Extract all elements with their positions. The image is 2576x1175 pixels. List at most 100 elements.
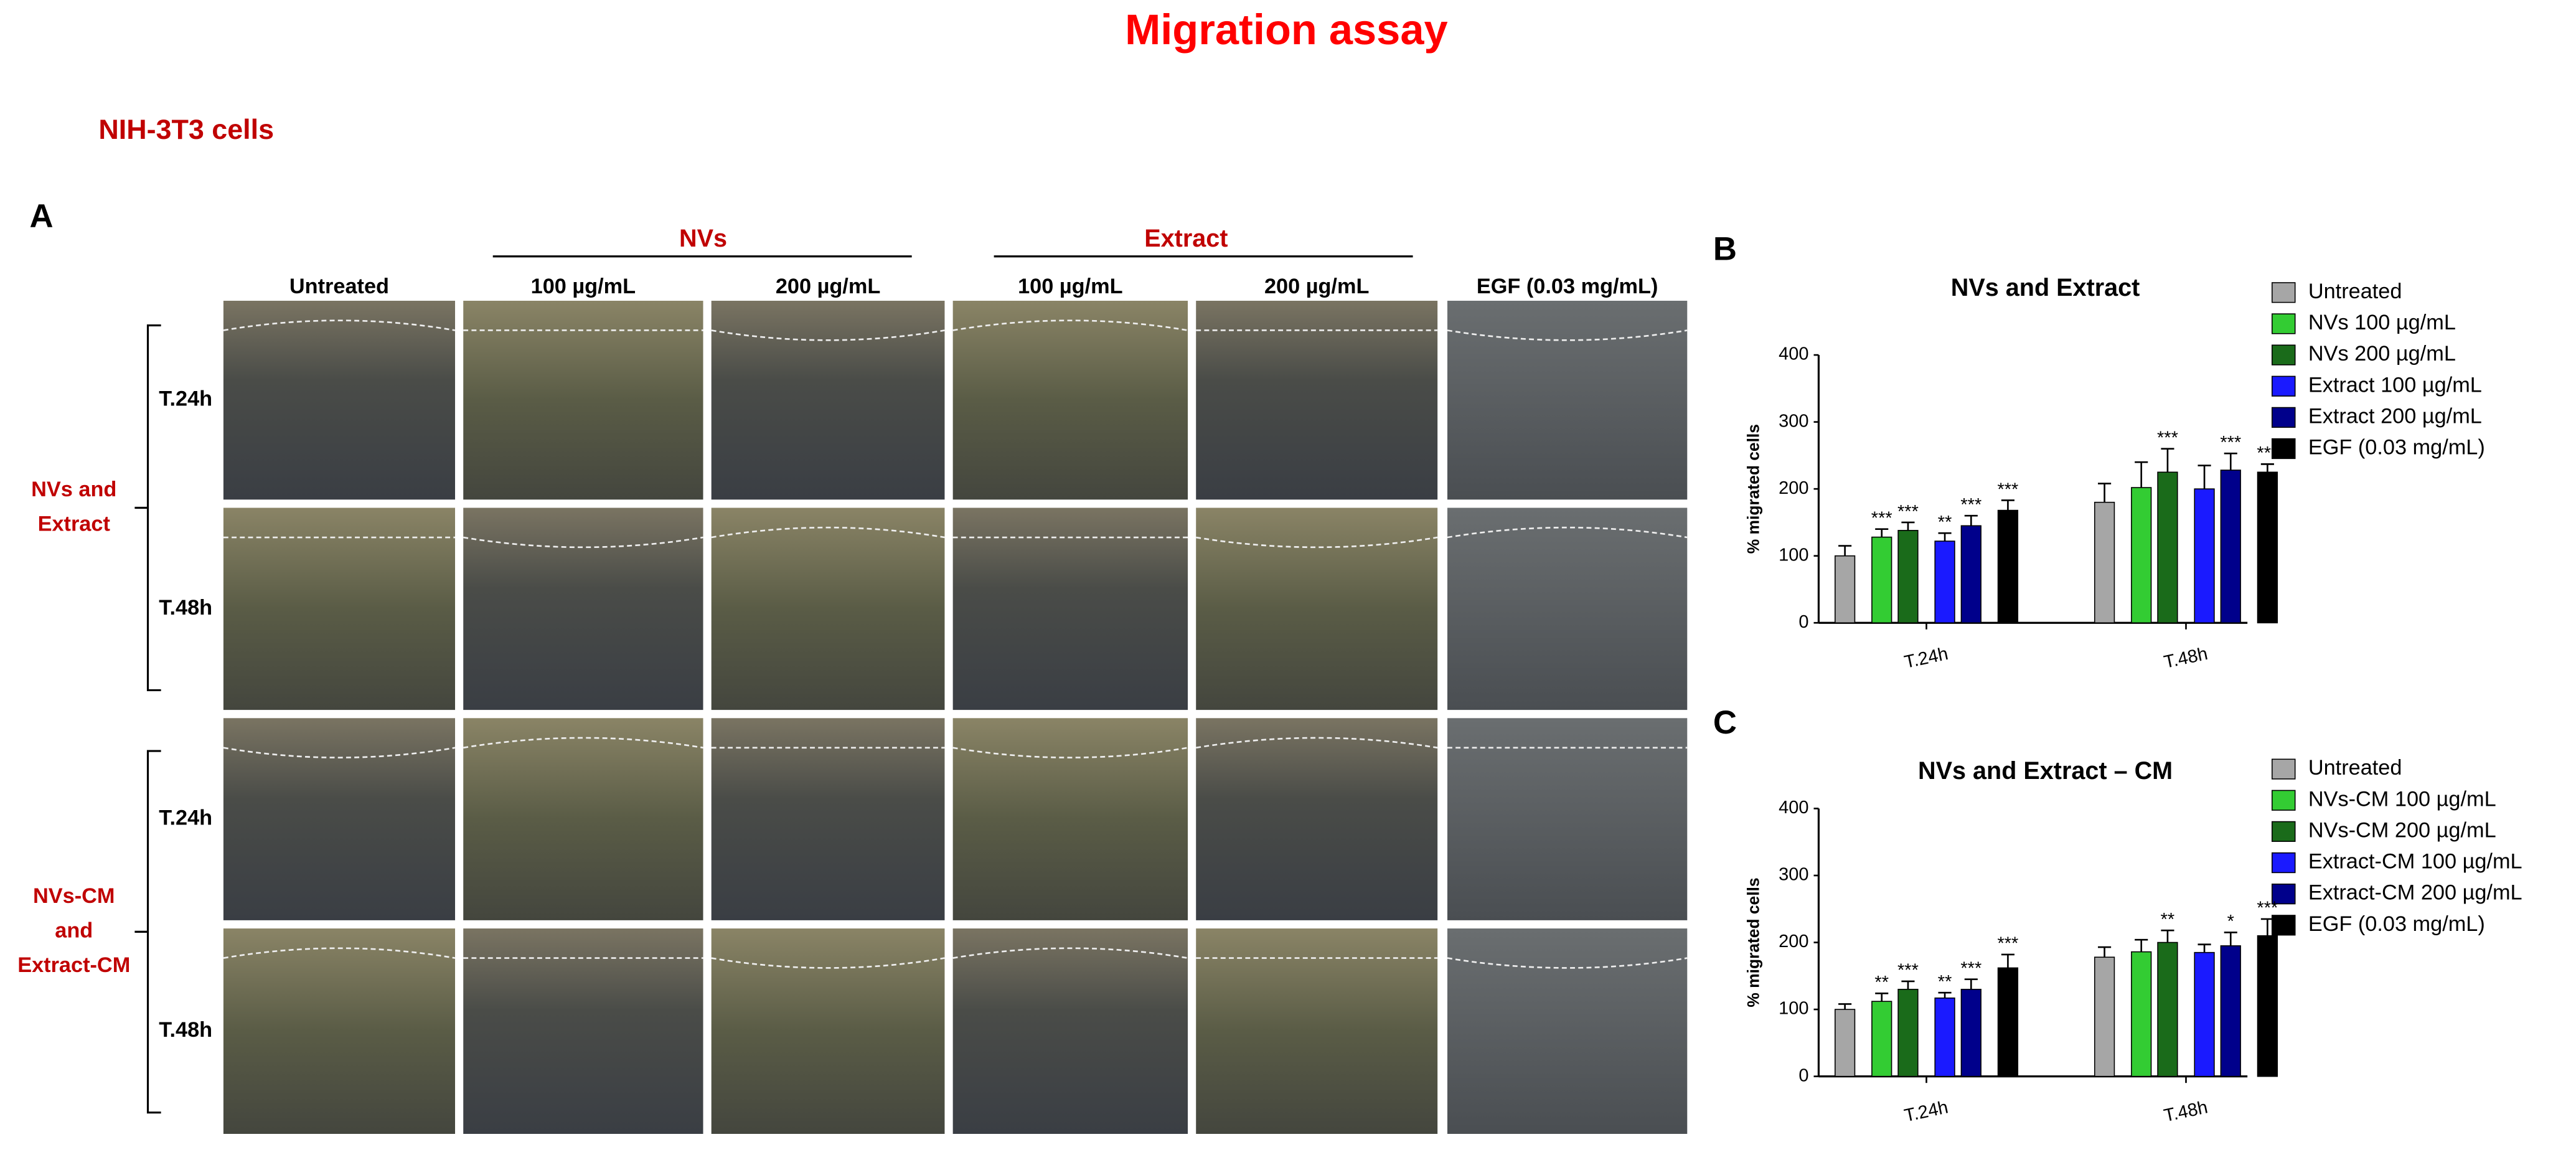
panel-label: A (30, 198, 54, 235)
legend-swatch (2271, 758, 2296, 780)
legend-swatch (2271, 313, 2296, 334)
legend-label: Extract 100 µg/mL (2308, 373, 2482, 397)
row-group-label: and (55, 918, 93, 942)
micrograph (952, 928, 1188, 1134)
row-group-label: Extract-CM (17, 953, 130, 977)
row-label: T.24h (159, 806, 212, 830)
y-tick-label: 0 (1798, 612, 1808, 632)
error-bar (2260, 463, 2274, 473)
row-bracket (134, 324, 161, 692)
column-label: EGF (0.03 mg/mL) (1477, 275, 1658, 298)
x-tick-label: T.24h (1902, 644, 1950, 672)
y-tick-label: 200 (1779, 478, 1808, 498)
row-group-label: NVs and (31, 478, 116, 501)
error-bar (2098, 946, 2112, 958)
bar (1997, 967, 2019, 1077)
legend-label: NVs-CM 100 µg/mL (2308, 787, 2496, 811)
error-bar (2001, 499, 2014, 511)
wound-edge (1196, 737, 1438, 749)
wound-edge (223, 319, 456, 331)
significance: *** (1871, 509, 1892, 529)
significance: ** (1874, 973, 1889, 993)
micrograph (1447, 718, 1688, 920)
legend-swatch (2271, 407, 2296, 428)
micrograph (711, 928, 945, 1134)
legend-label: NVs 200 µg/mL (2308, 342, 2456, 366)
panel-label: B (1713, 231, 1737, 268)
row-bracket (134, 750, 161, 1114)
legend-swatch (2271, 438, 2296, 460)
wound-edge (711, 526, 945, 539)
chart-title: NVs and Extract (1951, 274, 2140, 301)
bar (1835, 1009, 1856, 1077)
legend-swatch (2271, 852, 2296, 874)
legend-swatch (2271, 790, 2296, 811)
y-tick-label: 300 (1779, 865, 1808, 885)
wound-edge (223, 947, 456, 959)
row-label: T.48h (159, 596, 212, 620)
significance: *** (2220, 433, 2241, 453)
bar (1997, 509, 2019, 624)
figure-title: Migration assay (1125, 6, 1448, 54)
bar (2257, 471, 2278, 624)
micrograph (711, 718, 945, 920)
legend-label: Extract 200 µg/mL (2308, 404, 2482, 428)
x-tick-label: T.48h (2162, 1097, 2209, 1126)
error-bar (1964, 978, 1978, 989)
y-tick-label: 100 (1779, 545, 1808, 565)
micrograph (952, 718, 1188, 920)
legend-swatch (2271, 884, 2296, 905)
bar (1897, 530, 1919, 624)
micrograph (711, 300, 945, 500)
bar (1960, 989, 1981, 1077)
micrograph (463, 718, 703, 920)
bar (1871, 1001, 1892, 1077)
error-bar (2198, 943, 2211, 953)
wound-edge (952, 947, 1188, 959)
bar (2194, 951, 2215, 1077)
legend-label: NVs-CM 200 µg/mL (2308, 818, 2496, 842)
micrograph (952, 507, 1188, 710)
subtitle: NIH-3T3 cells (98, 113, 274, 145)
bar (2094, 956, 2115, 1077)
legend-swatch (2271, 375, 2296, 397)
micrograph (1196, 300, 1438, 500)
bar (2094, 501, 2115, 624)
column-group-label: NVs (679, 225, 727, 252)
y-tick-label: 200 (1779, 932, 1808, 951)
error-bar (2224, 452, 2237, 471)
micrograph (1196, 507, 1438, 710)
x-tick-label: T.48h (2162, 644, 2209, 672)
column-label: 200 µg/mL (776, 275, 880, 298)
legend-label: Extract-CM 200 µg/mL (2308, 881, 2522, 905)
significance: *** (2157, 428, 2178, 448)
error-bar (1938, 991, 1952, 998)
error-bar (1938, 532, 1952, 542)
wound-edge (952, 747, 1188, 758)
significance: *** (1997, 934, 2018, 954)
bar (1871, 536, 1892, 624)
micrograph (952, 300, 1188, 500)
bar (2131, 951, 2152, 1077)
legend-label: NVs 100 µg/mL (2308, 311, 2456, 334)
significance: * (2227, 912, 2234, 932)
x-tick-label: T.24h (1902, 1097, 1950, 1126)
legend-swatch (2271, 821, 2296, 842)
error-bar (1901, 521, 1915, 531)
error-bar (1838, 1003, 1852, 1010)
error-bar (1838, 545, 1852, 556)
legend-swatch (2271, 282, 2296, 303)
micrograph (223, 507, 456, 710)
y-tick-label: 300 (1779, 411, 1808, 431)
bar (1835, 555, 1856, 624)
significance: *** (1997, 479, 2018, 499)
bar (1934, 997, 1955, 1077)
error-bar (2224, 932, 2237, 946)
error-bar (2098, 483, 2112, 503)
row-label: T.24h (159, 387, 212, 411)
row-group-label: NVs-CM (33, 884, 115, 908)
y-tick-label: 0 (1798, 1065, 1808, 1085)
column-label: 200 µg/mL (1264, 275, 1369, 298)
y-tick-label: 100 (1779, 999, 1808, 1019)
